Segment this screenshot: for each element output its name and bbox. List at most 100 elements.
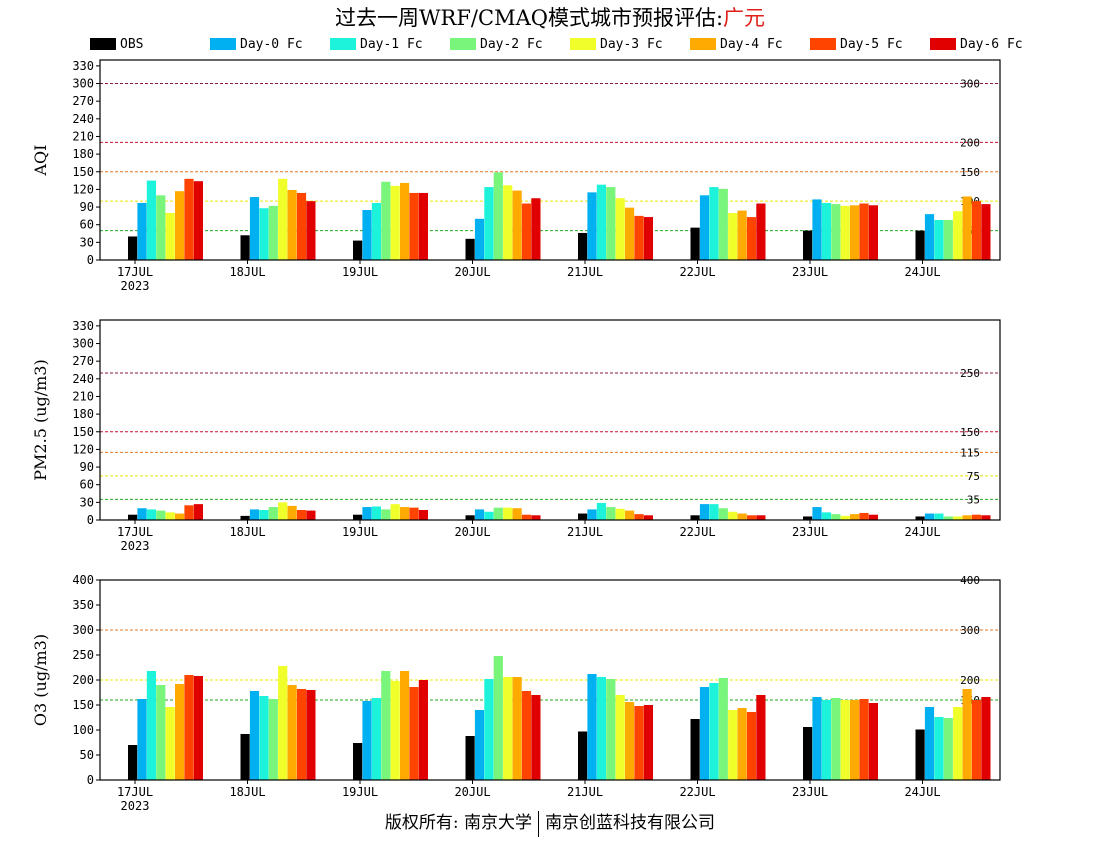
legend-label: Day-5 Fc — [840, 36, 903, 52]
bar — [737, 708, 747, 780]
bar — [615, 508, 625, 520]
bar — [503, 185, 513, 260]
bar — [503, 507, 513, 520]
bar — [512, 190, 522, 260]
bar — [165, 512, 175, 520]
x-tick-label: 20JUL — [454, 785, 490, 799]
bar — [484, 187, 494, 260]
bar — [418, 192, 428, 260]
bar — [821, 512, 831, 520]
bar — [128, 745, 138, 780]
year-label: 2023 — [121, 799, 150, 813]
threshold-label: 300 — [960, 78, 980, 91]
threshold-label: 150 — [960, 166, 980, 179]
bar — [531, 515, 541, 520]
legend-swatch — [930, 38, 956, 50]
bar — [718, 678, 728, 780]
bar — [962, 515, 972, 520]
bar — [193, 676, 203, 780]
legend-label: OBS — [120, 36, 144, 52]
bar — [615, 198, 625, 260]
bar — [128, 514, 138, 520]
y-tick-label: 250 — [72, 648, 94, 662]
bar — [728, 212, 738, 260]
legend-label: Day-2 Fc — [480, 36, 543, 52]
bar — [353, 514, 363, 520]
y-tick-label: 240 — [72, 112, 94, 126]
bar — [831, 204, 841, 260]
bar — [915, 230, 925, 260]
bar — [296, 510, 307, 520]
bar — [268, 205, 278, 260]
bar — [709, 187, 719, 260]
bar — [709, 683, 719, 780]
bar — [803, 230, 813, 260]
bar — [850, 205, 860, 260]
x-tick-label: 23JUL — [792, 265, 828, 279]
bar — [643, 515, 653, 520]
bar — [287, 505, 297, 520]
x-tick-label: 20JUL — [454, 265, 490, 279]
bar — [625, 207, 635, 260]
title-text: 过去一周WRF/CMAQ模式城市预报评估: — [334, 6, 724, 30]
bar — [353, 743, 363, 780]
bar — [606, 187, 616, 260]
y-tick-label: 0 — [87, 253, 94, 267]
bar — [240, 235, 250, 260]
bar — [175, 684, 185, 780]
threshold-label: 75 — [967, 470, 980, 483]
legend-item: Day-0 Fc — [210, 34, 303, 54]
x-tick-label: 19JUL — [342, 785, 378, 799]
bar — [306, 690, 316, 780]
legend-label: Day-4 Fc — [720, 36, 783, 52]
bar — [634, 215, 644, 260]
legend-item: Day-3 Fc — [570, 34, 663, 54]
bar — [606, 507, 616, 520]
y-tick-label: 30 — [80, 235, 94, 249]
bar — [175, 191, 185, 260]
bar — [390, 681, 400, 780]
legend-label: Day-0 Fc — [240, 36, 303, 52]
y-tick-label: 270 — [72, 94, 94, 108]
bar — [128, 236, 138, 260]
bar — [465, 238, 475, 260]
bar — [259, 696, 269, 780]
bar — [915, 516, 925, 520]
bar — [249, 509, 260, 520]
x-tick-label: 20JUL — [454, 525, 490, 539]
bar — [474, 710, 485, 780]
bar — [137, 202, 147, 260]
bar — [474, 509, 485, 520]
bar — [278, 502, 288, 520]
bar — [746, 712, 757, 780]
bar — [699, 504, 710, 520]
bar — [156, 195, 166, 260]
legend-item: Day-5 Fc — [810, 34, 903, 54]
bar — [371, 506, 381, 520]
x-tick-label: 18JUL — [229, 785, 265, 799]
bar — [831, 698, 841, 780]
bar — [803, 516, 813, 520]
bar — [296, 192, 307, 260]
bar — [418, 680, 428, 780]
bar — [859, 203, 869, 260]
threshold-label: 300 — [960, 624, 980, 637]
y-tick-label: 150 — [72, 165, 94, 179]
bar — [587, 674, 597, 780]
bar — [924, 214, 935, 260]
y-tick-label: 270 — [72, 354, 94, 368]
bar — [259, 208, 269, 260]
bar — [306, 201, 316, 260]
bar — [165, 707, 175, 780]
y-tick-label: 210 — [72, 389, 94, 403]
legend-label: Day-3 Fc — [600, 36, 663, 52]
bar — [137, 699, 147, 780]
bar — [981, 515, 991, 520]
bar — [240, 515, 250, 520]
bar — [868, 205, 878, 260]
legend-item: OBS — [90, 34, 143, 54]
bar — [962, 689, 972, 780]
bar — [371, 698, 381, 780]
y-axis-label: O3 (ug/m3) — [31, 634, 50, 726]
bar — [981, 697, 991, 780]
